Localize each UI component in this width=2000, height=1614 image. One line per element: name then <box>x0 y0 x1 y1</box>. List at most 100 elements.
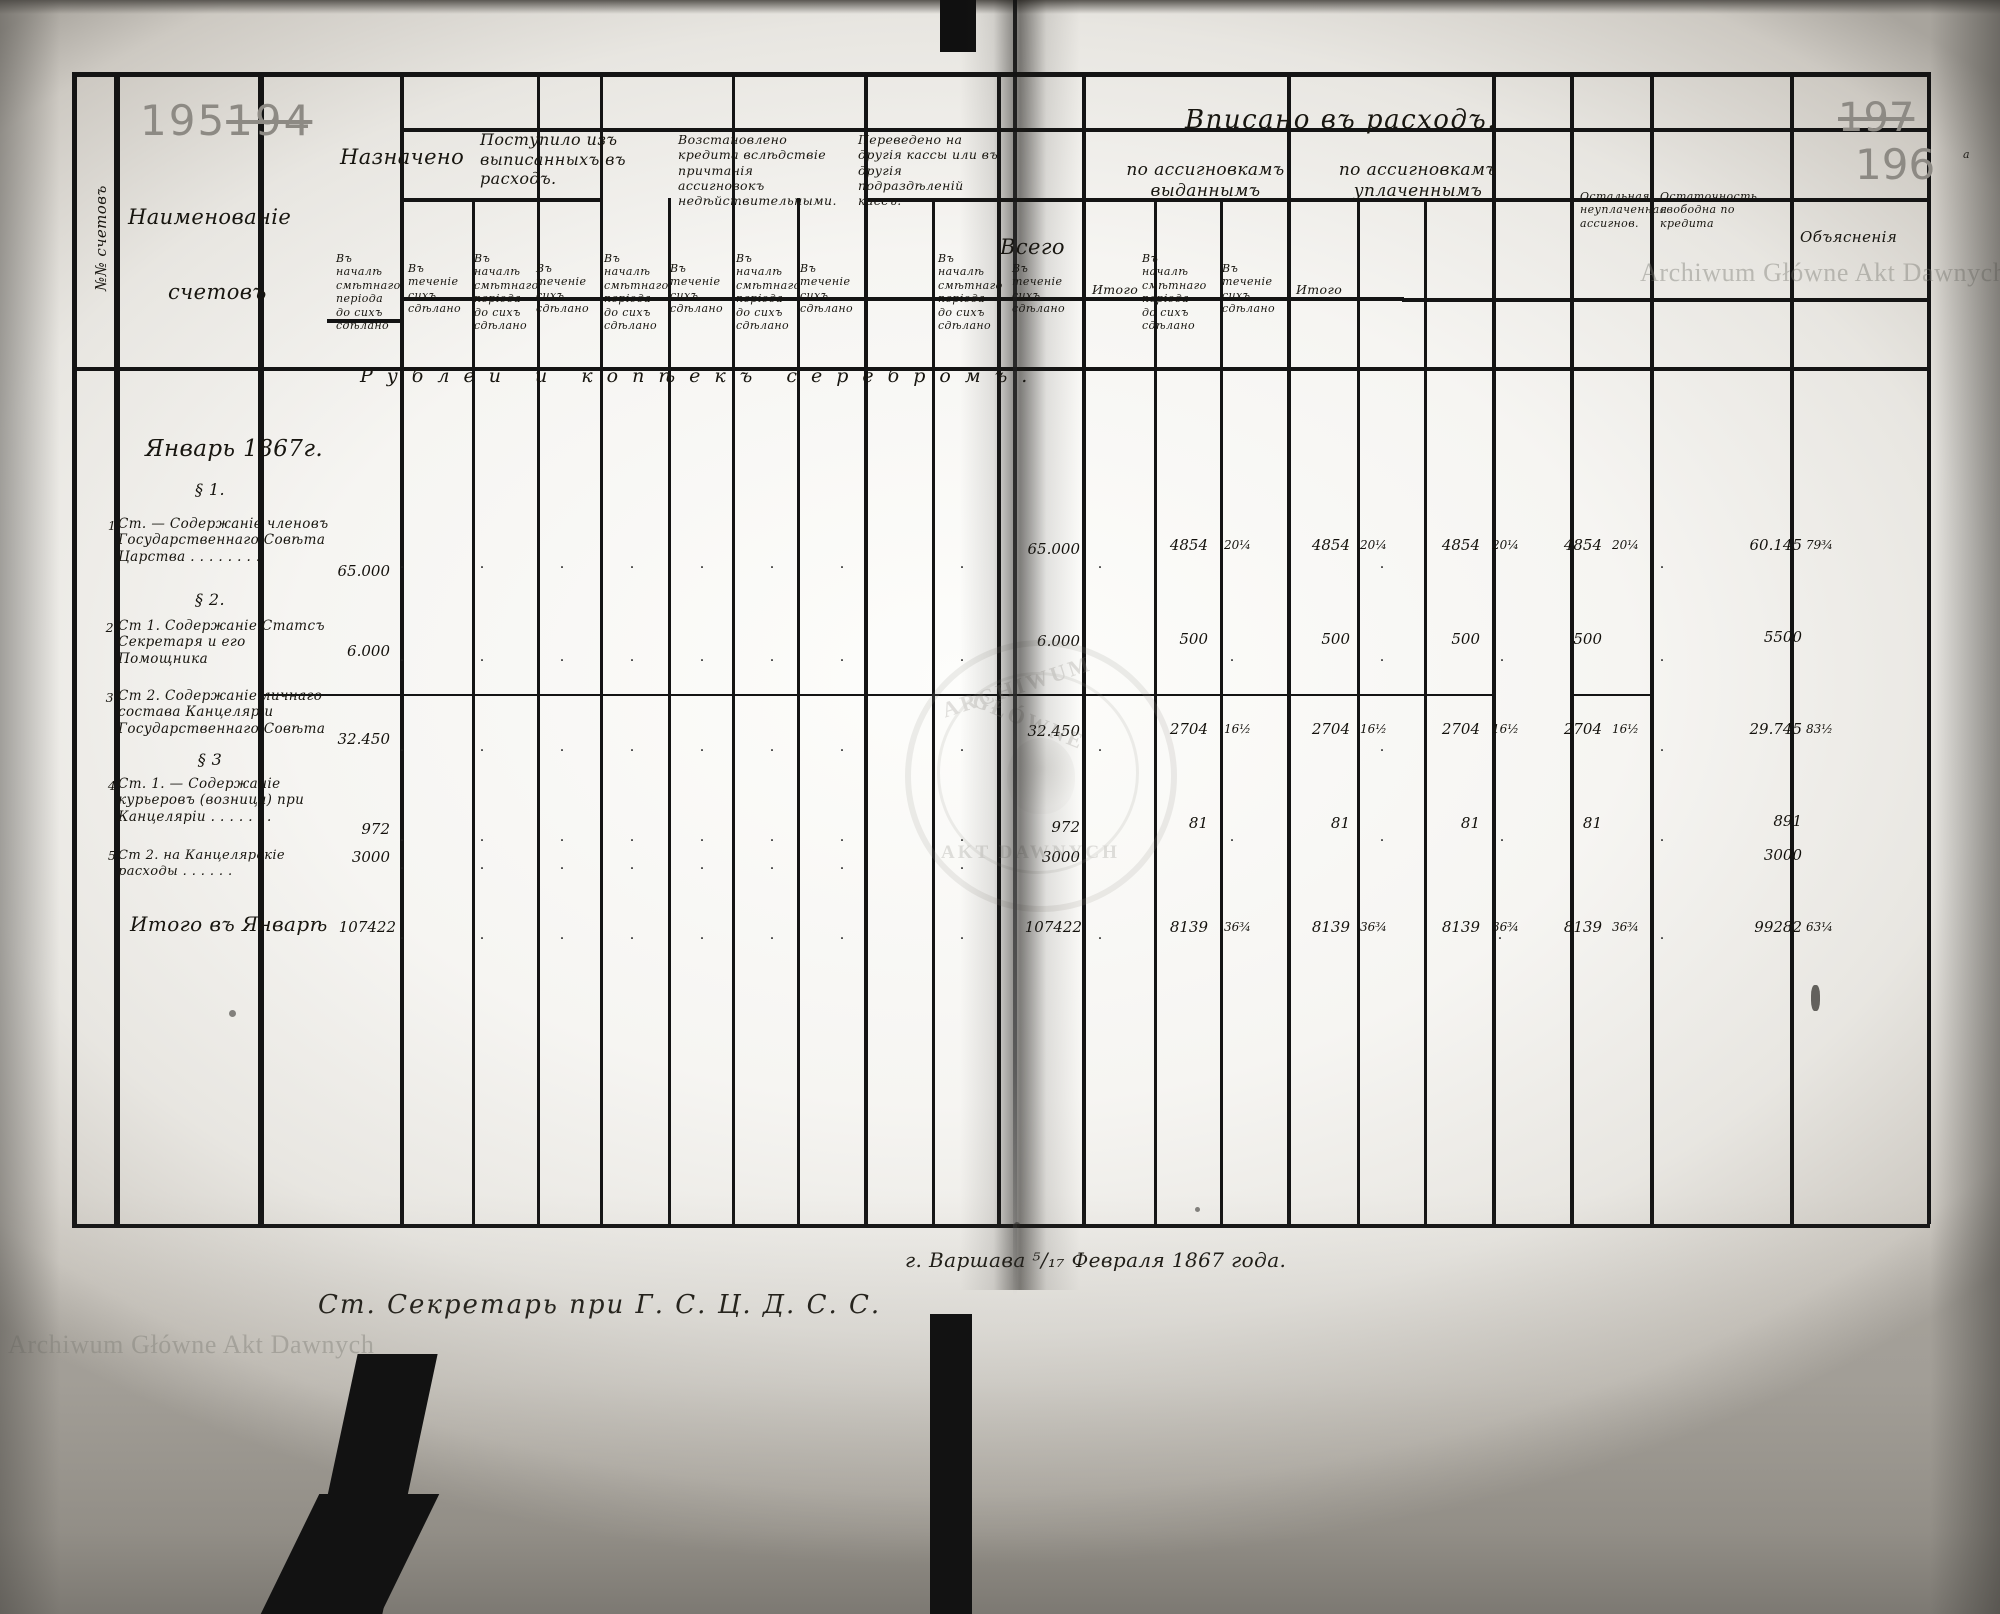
cell-balance-4: 891 <box>1773 812 1802 830</box>
row-no-4: 4 <box>107 778 117 793</box>
subheader-paid-month: Въ теченiе сихъ сдѣлано <box>1222 262 1276 316</box>
cell-issued-prev-3: 2704 <box>1169 720 1208 738</box>
book-clamp-shadow-c <box>930 1314 972 1614</box>
empty-cell-dots: . <box>560 828 564 845</box>
empty-cell-dots: . <box>480 926 484 943</box>
empty-cell-dots: . <box>840 648 844 665</box>
empty-cell-dots: . <box>630 738 634 755</box>
archive-watermark-left: Archiwum Główne Akt Dawnych <box>8 1330 375 1359</box>
empty-cell-dots: . <box>1380 828 1384 845</box>
empty-cell-dots: . <box>840 926 844 943</box>
empty-cell-dots: . <box>1498 926 1502 943</box>
row-section-2: § 2. <box>195 590 225 609</box>
cell-assigned-4: 972 <box>361 820 390 838</box>
subheader-received-month: Въ теченiе сихъ сдѣлано <box>536 262 590 316</box>
empty-cell-dots: . <box>400 926 404 943</box>
cell-total-5: 3000 <box>1041 848 1080 866</box>
empty-cell-dots: . <box>960 555 964 572</box>
paper-speck <box>1195 1207 1200 1212</box>
empty-cell-dots: . <box>960 856 964 873</box>
empty-cell-dots: . <box>400 648 404 665</box>
empty-cell-dots: . <box>700 828 704 845</box>
row-text-4: Ст. 1. — Содержанiе курьеровъ (возница) … <box>118 776 305 825</box>
cell-issued-itogo-3: 2704 <box>1311 720 1350 738</box>
empty-cell-dots: . <box>840 555 844 572</box>
empty-cell-dots: . <box>700 738 704 755</box>
cell-paid-itogo-1: 4854 <box>1563 536 1602 554</box>
paper-speck <box>1811 985 1820 1011</box>
subheader-transferred-month: Въ теченiе сихъ сдѣлано <box>800 262 854 316</box>
subheader-paid-prev: Въ началѣ смѣтнаго перiода до сихъ сдѣла… <box>1142 252 1207 333</box>
row-no-1: 1 <box>107 518 117 533</box>
empty-cell-dots: . <box>840 856 844 873</box>
cell-paid-itogo-kop-1: 20¼ <box>1612 538 1639 552</box>
empty-cell-dots: . <box>560 648 564 665</box>
column-transferred: Переведено на другiя кассы или въ другiя… <box>858 132 999 208</box>
cell-assigned-5: 3000 <box>351 848 390 866</box>
empty-cell-dots: . <box>630 828 634 845</box>
column-name-of-accounts: Наименованiе <box>128 205 292 229</box>
column-name-of-accounts-2: счетовъ <box>168 280 267 304</box>
empty-cell-dots: . <box>700 926 704 943</box>
empty-cell-dots: . <box>560 926 564 943</box>
subheader-transferred-prev: Въ началѣ смѣтнаго перiода до сихъ сдѣла… <box>736 252 801 333</box>
cell-issued-prev-kop-total: 36¾ <box>1224 920 1251 934</box>
empty-cell-dots: . <box>960 738 964 755</box>
empty-cell-dots: . <box>840 828 844 845</box>
row-no-5: 5 <box>107 848 117 863</box>
empty-cell-dots: . <box>960 648 964 665</box>
empty-cell-dots: . <box>770 828 774 845</box>
empty-cell-dots: . <box>480 555 484 572</box>
empty-cell-dots: . <box>770 555 774 572</box>
cell-paid-prev-kop-1: 20¼ <box>1492 538 1519 552</box>
cell-balance-total: 99282 <box>1754 918 1802 936</box>
empty-cell-dots: . <box>960 828 964 845</box>
empty-cell-dots: . <box>400 555 404 572</box>
cell-total-4: 972 <box>1051 818 1080 836</box>
empty-cell-dots: . <box>1660 648 1664 665</box>
column-written-to-expense: Вписано въ расходъ. <box>1185 105 1498 135</box>
totals-label: Итого въ Январѣ <box>130 912 328 936</box>
cell-assigned-2: 6.000 <box>347 642 390 660</box>
column-by-assign-paid: по ассигновкамъ уплаченнымъ <box>1338 160 1498 201</box>
row-section-4: § 3 <box>197 750 223 769</box>
cell-issued-itogo-kop-total: 36¾ <box>1360 920 1387 934</box>
paper-speck <box>1014 1222 1020 1228</box>
empty-cell-dots: . <box>480 856 484 873</box>
subheader-received-prev: Въ началѣ смѣтнаго перiода до сихъ сдѣла… <box>474 252 539 333</box>
cell-issued-itogo-kop-1: 20¼ <box>1360 538 1387 552</box>
cell-balance-3: 29.745 <box>1749 720 1803 738</box>
cell-paid-itogo-kop-3: 16½ <box>1612 722 1639 736</box>
cell-assigned-3: 32.450 <box>337 730 391 748</box>
empty-cell-dots: . <box>840 738 844 755</box>
folio-crossed-number: 197 <box>1838 95 1915 141</box>
empty-cell-dots: . <box>1098 926 1102 943</box>
row-text-1: Ст. — Содержанiе членовъ Государственнаг… <box>118 516 329 565</box>
empty-cell-dots: . <box>770 738 774 755</box>
subheader-assigned-month: Въ теченiе сихъ сдѣлано <box>408 262 462 316</box>
cell-paid-prev-4: 81 <box>1460 814 1480 832</box>
cell-balance-kop-3: 83½ <box>1806 722 1833 736</box>
cell-issued-itogo-1: 4854 <box>1311 536 1350 554</box>
empty-cell-dots: . <box>700 648 704 665</box>
empty-cell-dots: . <box>630 648 634 665</box>
empty-cell-dots: . <box>1098 555 1102 572</box>
cell-paid-prev-kop-3: 16½ <box>1492 722 1519 736</box>
cell-issued-prev-kop-3: 16½ <box>1224 722 1251 736</box>
row-no-3: 3. <box>105 690 119 705</box>
empty-cell-dots: . <box>560 555 564 572</box>
cell-paid-itogo-4: 81 <box>1582 814 1602 832</box>
cell-issued-prev-2: 500 <box>1179 630 1208 648</box>
folio-current-number: 196 <box>1855 140 1936 189</box>
cell-paid-prev-2: 500 <box>1451 630 1480 648</box>
empty-cell-dots: . <box>630 926 634 943</box>
column-balance-free-credit: Остаточность свободна по кредита <box>1660 190 1758 230</box>
period-heading: Январь 1867г. <box>145 436 324 462</box>
cell-paid-prev-3: 2704 <box>1441 720 1480 738</box>
empty-cell-dots: . <box>700 856 704 873</box>
margin-mark: а <box>1963 148 1970 161</box>
cell-balance-kop-1: 79¾ <box>1806 538 1833 552</box>
column-received-from-written-off: Поступило изъ выписанныхъ въ расходъ. <box>480 130 626 189</box>
cell-balance-1: 60.145 <box>1749 536 1803 554</box>
cell-total-1: 65.000 <box>1027 540 1081 558</box>
